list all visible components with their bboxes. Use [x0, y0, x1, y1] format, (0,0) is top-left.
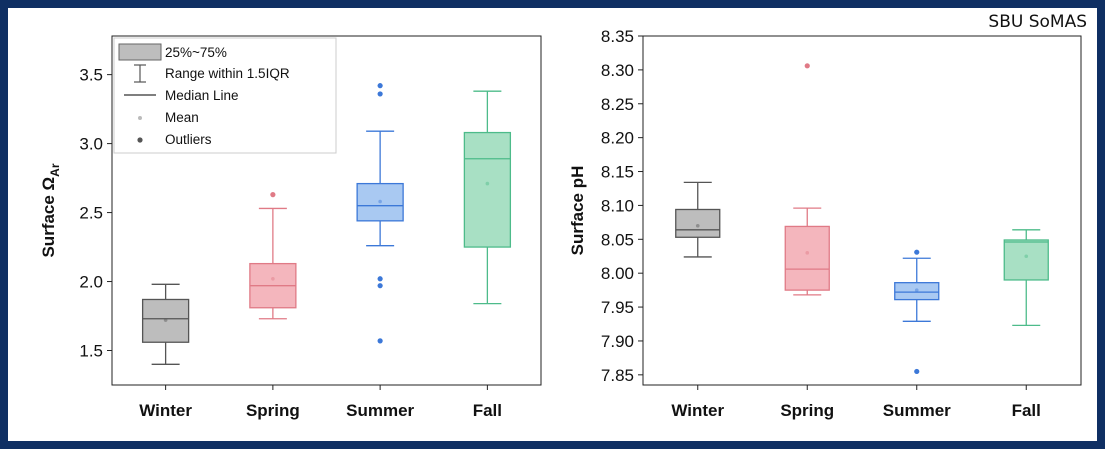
outlier-point: [377, 91, 383, 97]
chart-ph: 7.85 7.90 7.95 8.00 8.05 8.10 8.15 8.20 8.25 8.30…: [568, 27, 1082, 420]
iqr-box: [675, 208, 721, 238]
mean-marker: [378, 199, 382, 204]
outlier-point: [804, 63, 810, 69]
y-tick-label: 7.95: [601, 298, 634, 317]
x-tick-label: Fall: [473, 401, 502, 420]
outlier-point: [377, 283, 383, 289]
y-tick-label: 8.35: [601, 27, 634, 46]
legend-label-outliers: Outliers: [165, 132, 212, 147]
y-tick-label: 7.85: [601, 366, 634, 385]
outlier-point: [270, 192, 276, 198]
y-tick-label: 3.5: [79, 66, 103, 85]
y-tick-label: 8.00: [601, 264, 634, 283]
x-tick-label: Fall: [1012, 401, 1041, 420]
mean-marker: [805, 251, 810, 255]
outlier-point: [377, 83, 383, 89]
mean-marker: [485, 181, 490, 186]
x-tick-label: Spring: [246, 401, 300, 420]
chart-omega: 1.5 2.0 2.5 3.0 3.5 Winter Spring Summer Fall Sur…: [39, 35, 542, 420]
y-tick-label: 8.20: [601, 129, 634, 148]
iqr-box: [1003, 239, 1049, 281]
plot-frame: [642, 35, 1082, 386]
iqr-box: [141, 298, 190, 343]
y-axis-label: Surface pH: [568, 166, 587, 256]
y-tick-label: 1.5: [79, 342, 103, 361]
x-tick-label: Summer: [346, 401, 414, 420]
outlier-point: [914, 368, 920, 375]
x-tick-label: Spring: [780, 401, 834, 420]
y-tick-label: 2.0: [79, 273, 103, 292]
y-tick-label: 8.10: [601, 196, 634, 215]
plot-frame: [111, 35, 542, 386]
legend-label-range: Range within 1.5IQR: [165, 66, 290, 81]
x-tick-label: Winter: [671, 401, 724, 420]
legend: 25%~75% Range within 1.5IQR Median Line Mea…: [113, 37, 337, 154]
y-axis-label: Surface ΩAr: [39, 163, 62, 257]
legend-box-swatch: [118, 43, 162, 61]
outlier-point: [377, 338, 383, 344]
mean-marker: [914, 288, 919, 292]
legend-label-box: 25%~75%: [165, 45, 227, 60]
outlier-point: [377, 276, 383, 282]
iqr-box: [894, 282, 940, 301]
y-tick-label: 2.5: [79, 204, 103, 223]
y-tick-label: 8.25: [601, 95, 634, 114]
iqr-box: [463, 131, 512, 248]
figure-panel: SBU SoMAS 1.5 2.0 2.5 3.0 3.5 Winter Spring Sum…: [8, 8, 1097, 441]
mean-marker: [271, 276, 275, 281]
iqr-box: [784, 225, 830, 291]
y-tick-label: 7.90: [601, 332, 634, 351]
mean-marker: [163, 318, 168, 322]
legend-outlier-swatch: [137, 137, 143, 143]
legend-label-median: Median Line: [165, 88, 239, 103]
mean-marker: [695, 223, 700, 228]
x-tick-label: Summer: [883, 401, 951, 420]
legend-mean-swatch: [138, 116, 142, 120]
y-tick-label: 8.15: [601, 163, 634, 182]
watermark: SBU SoMAS: [988, 12, 1087, 32]
y-tick-label: 8.30: [601, 61, 634, 80]
y-tick-label: 3.0: [79, 135, 103, 154]
mean-marker: [1024, 254, 1029, 259]
legend-label-mean: Mean: [165, 110, 199, 125]
y-tick-label: 8.05: [601, 230, 634, 249]
x-tick-label: Winter: [139, 401, 192, 420]
outlier-point: [914, 249, 920, 255]
iqr-box: [356, 182, 404, 222]
